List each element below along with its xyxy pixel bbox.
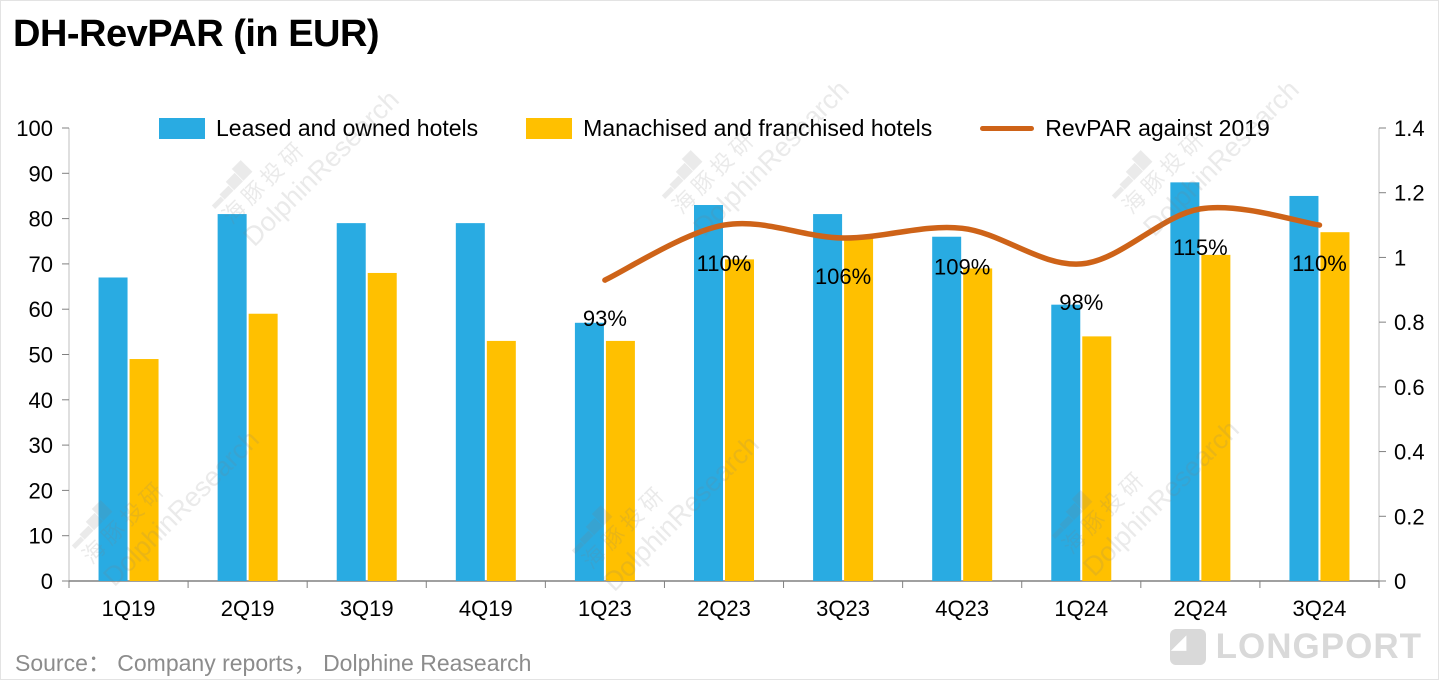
right-axis-label: 0.6 <box>1394 375 1425 400</box>
bar-0-3Q24 <box>1289 195 1319 581</box>
x-axis-label: 3Q24 <box>1293 596 1347 621</box>
line-point-label: 110% <box>1292 251 1347 276</box>
line-point-label: 106% <box>815 264 871 289</box>
revpar-line <box>602 204 1323 283</box>
right-axis-label: 1.4 <box>1394 116 1425 141</box>
x-axis-label: 3Q19 <box>340 596 394 621</box>
bar-1-2Q23 <box>725 259 754 581</box>
bar-1-1Q24 <box>1082 336 1112 581</box>
line-point-label: 98% <box>1059 290 1103 315</box>
left-axis-label: 60 <box>29 297 53 322</box>
x-axis-label: 1Q23 <box>578 596 632 621</box>
bar-0-2Q24 <box>1170 182 1200 582</box>
line-point-label: 93% <box>583 306 627 331</box>
bar-0-1Q23 <box>574 322 604 581</box>
x-axis-label: 4Q23 <box>935 596 989 621</box>
bar-0-2Q19 <box>217 214 247 581</box>
line-point-label: 109% <box>934 254 990 279</box>
left-axis-label: 50 <box>29 343 53 368</box>
bar-0-2Q23 <box>694 205 723 581</box>
legend-swatch-leased-owned-icon <box>159 118 205 139</box>
legend: Leased and owned hotels Manachised and f… <box>159 115 1270 142</box>
longport-logo: LONGPORT <box>1169 627 1422 667</box>
left-axis-label: 70 <box>29 252 53 277</box>
right-axis-label: 0.2 <box>1394 504 1425 529</box>
bar-1-4Q19 <box>486 340 516 581</box>
left-axis-label: 90 <box>29 161 53 186</box>
x-axis-label: 2Q19 <box>221 596 275 621</box>
source-note: Source： Company reports， Dolphine Reasea… <box>15 650 532 676</box>
x-axis-label: 1Q24 <box>1054 596 1108 621</box>
bar-1-2Q24 <box>1201 254 1231 581</box>
bar-0-1Q19 <box>98 277 128 581</box>
bar-0-3Q19 <box>336 223 366 581</box>
left-axis-label: 40 <box>29 388 53 413</box>
left-axis-label: 80 <box>29 207 53 232</box>
bar-1-4Q23 <box>963 268 993 581</box>
legend-item-leased-owned: Leased and owned hotels <box>159 115 478 142</box>
legend-swatch-revpar-line-icon <box>980 126 1035 131</box>
x-axis-label: 3Q23 <box>816 596 870 621</box>
left-axis-label: 0 <box>41 569 53 594</box>
line-point-label: 110% <box>697 251 752 276</box>
bar-1-1Q19 <box>129 359 159 581</box>
legend-item-manachised-franchised: Manachised and franchised hotels <box>526 115 932 142</box>
x-axis-label: 4Q19 <box>459 596 513 621</box>
bar-0-3Q23 <box>813 214 843 581</box>
right-axis-label: 1 <box>1394 245 1406 270</box>
line-point-label: 115% <box>1173 235 1228 260</box>
legend-swatch-manachised-franchised-icon <box>526 118 573 139</box>
x-axis-label: 2Q23 <box>697 596 751 621</box>
longport-logo-icon <box>1169 629 1206 665</box>
bar-0-4Q23 <box>932 236 962 581</box>
x-axis-label: 2Q24 <box>1173 596 1227 621</box>
left-axis-label: 10 <box>29 524 53 549</box>
left-axis-label: 100 <box>16 116 53 141</box>
right-axis-label: 0.4 <box>1394 440 1425 465</box>
page-title: DH-RevPAR (in EUR) <box>13 13 380 55</box>
legend-item-revpar-line: RevPAR against 2019 <box>980 115 1270 142</box>
bar-1-1Q23 <box>605 340 635 581</box>
right-axis-label: 0 <box>1394 569 1406 594</box>
bar-0-4Q19 <box>455 223 485 581</box>
bar-1-3Q19 <box>367 272 397 581</box>
bar-1-3Q24 <box>1320 232 1350 581</box>
x-axis-label: 1Q19 <box>102 596 156 621</box>
left-axis-label: 20 <box>29 478 53 503</box>
legend-label-manachised-franchised: Manachised and franchised hotels <box>583 115 933 141</box>
right-axis-label: 0.8 <box>1394 310 1425 335</box>
legend-label-leased-owned: Leased and owned hotels <box>216 115 479 141</box>
bar-1-3Q23 <box>844 236 874 581</box>
longport-logo-text: LONGPORT <box>1215 627 1422 666</box>
legend-label-revpar-line: RevPAR against 2019 <box>1045 115 1270 141</box>
bar-0-1Q24 <box>1051 304 1081 581</box>
right-axis-label: 1.2 <box>1394 181 1425 206</box>
bar-1-2Q19 <box>248 313 278 581</box>
left-axis-label: 30 <box>29 433 53 458</box>
